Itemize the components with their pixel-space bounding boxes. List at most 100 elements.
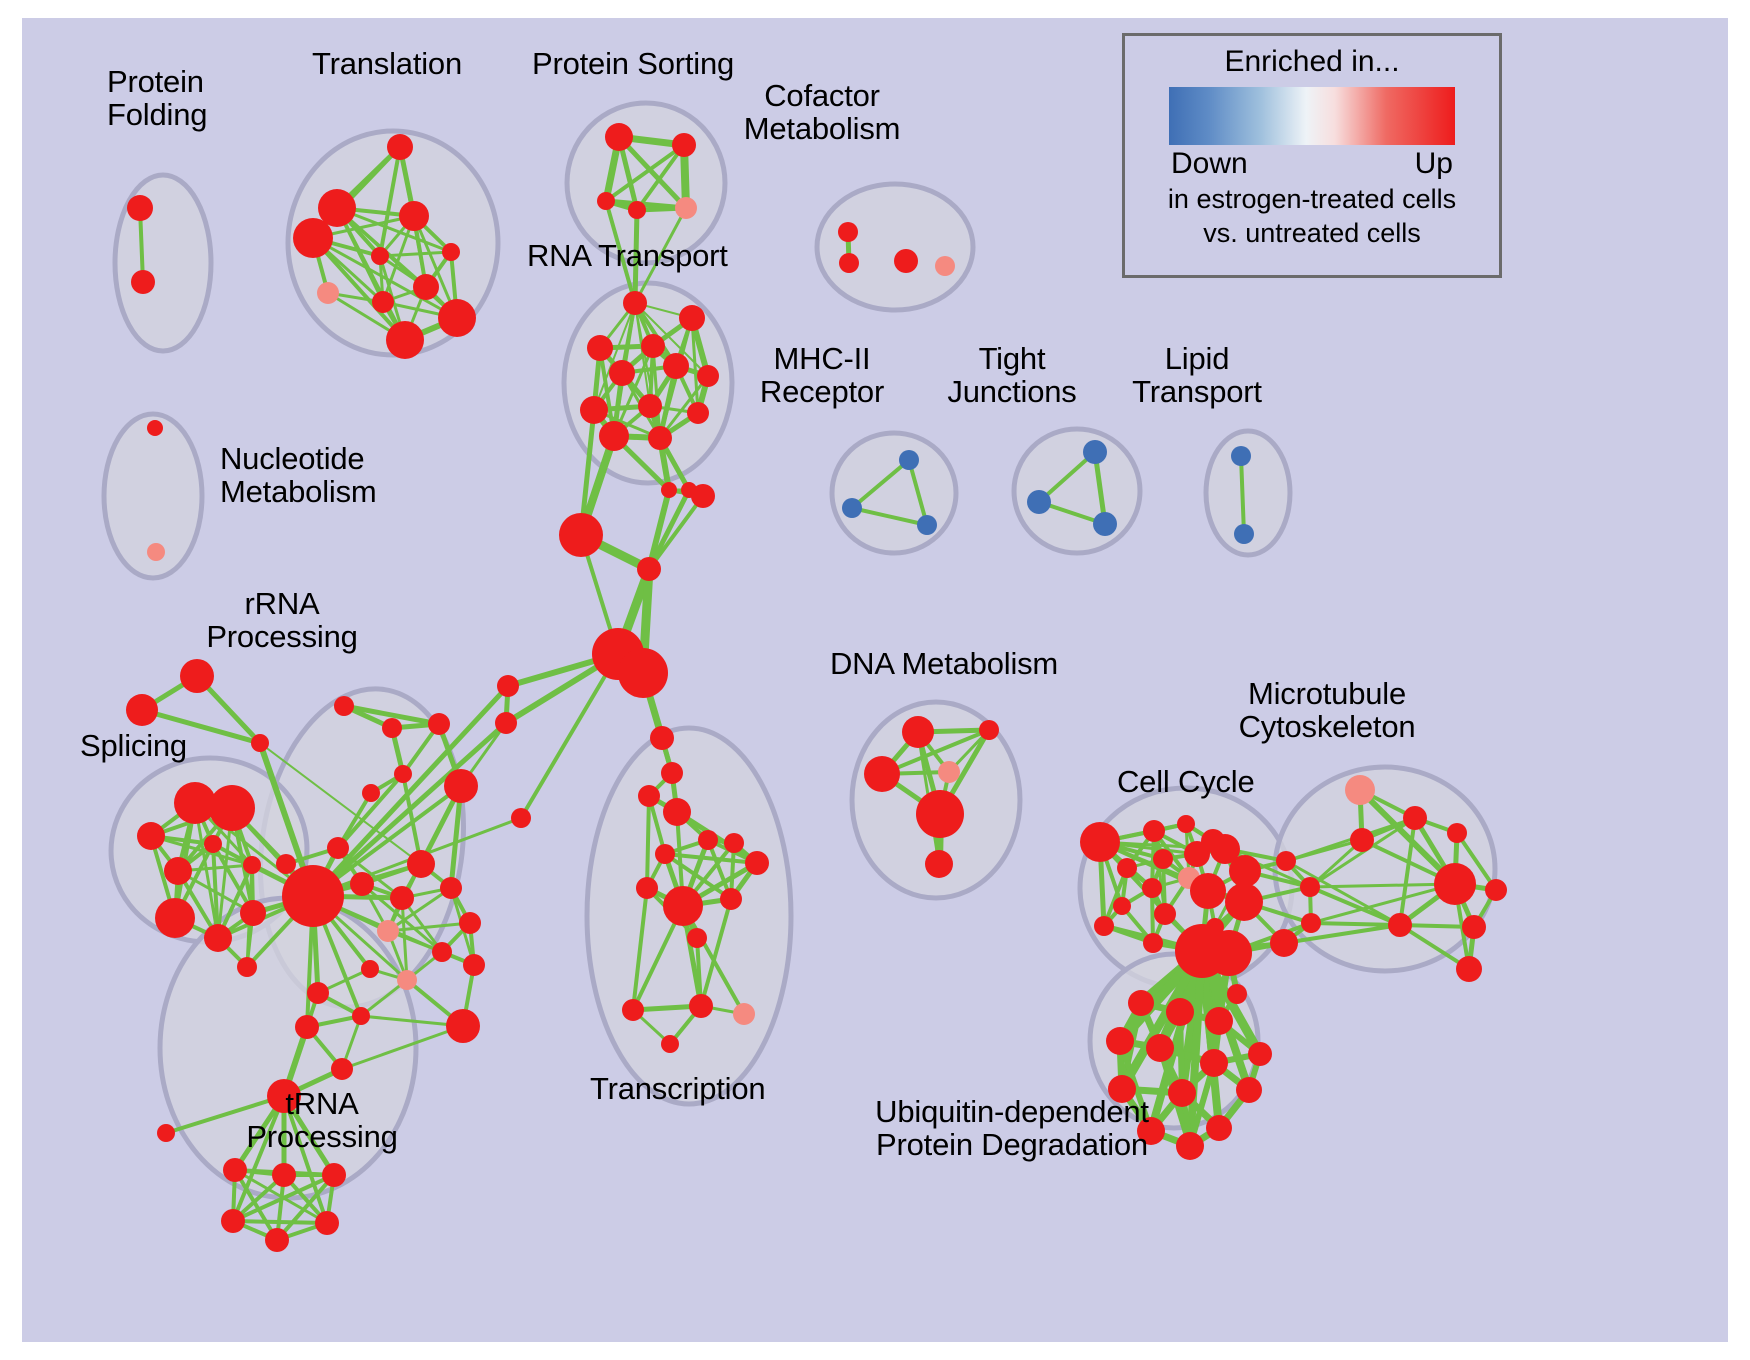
network-node[interactable] <box>697 365 719 387</box>
network-node[interactable] <box>377 920 399 942</box>
network-node[interactable] <box>1093 512 1117 536</box>
network-node[interactable] <box>180 659 214 693</box>
network-node[interactable] <box>293 218 333 258</box>
network-node[interactable] <box>938 761 960 783</box>
network-node[interactable] <box>251 734 269 752</box>
network-node[interactable] <box>209 785 255 831</box>
network-node[interactable] <box>204 835 222 853</box>
network-node[interactable] <box>628 201 646 219</box>
network-node[interactable] <box>1083 440 1107 464</box>
network-node[interactable] <box>446 1009 480 1043</box>
network-node[interactable] <box>223 1158 247 1182</box>
network-node[interactable] <box>276 854 296 874</box>
network-node[interactable] <box>372 291 394 313</box>
network-node[interactable] <box>1276 851 1296 871</box>
network-node[interactable] <box>864 756 900 792</box>
network-node[interactable] <box>438 299 476 337</box>
network-node[interactable] <box>672 133 696 157</box>
network-node[interactable] <box>1206 1115 1232 1141</box>
network-node[interactable] <box>386 321 424 359</box>
network-node[interactable] <box>399 201 429 231</box>
network-node[interactable] <box>638 785 660 807</box>
network-node[interactable] <box>618 648 668 698</box>
network-node[interactable] <box>1190 873 1226 909</box>
network-node[interactable] <box>661 482 677 498</box>
network-node[interactable] <box>663 353 689 379</box>
network-node[interactable] <box>648 426 672 450</box>
network-node[interactable] <box>243 856 261 874</box>
network-node[interactable] <box>1447 823 1467 843</box>
network-node[interactable] <box>1143 933 1163 953</box>
network-node[interactable] <box>675 197 697 219</box>
network-node[interactable] <box>407 850 435 878</box>
network-node[interactable] <box>137 822 165 850</box>
network-node[interactable] <box>265 1228 289 1252</box>
network-node[interactable] <box>641 334 665 358</box>
network-node[interactable] <box>350 872 374 896</box>
network-node[interactable] <box>1434 863 1476 905</box>
network-node[interactable] <box>361 960 379 978</box>
network-node[interactable] <box>440 877 462 899</box>
network-node[interactable] <box>331 1058 353 1080</box>
network-node[interactable] <box>432 942 452 962</box>
network-node[interactable] <box>327 837 349 859</box>
network-node[interactable] <box>428 713 450 735</box>
network-node[interactable] <box>315 1211 339 1235</box>
network-node[interactable] <box>689 994 713 1018</box>
network-node[interactable] <box>1462 915 1486 939</box>
network-node[interactable] <box>157 1124 175 1142</box>
network-node[interactable] <box>444 769 478 803</box>
network-node[interactable] <box>1113 897 1131 915</box>
network-node[interactable] <box>1137 1117 1165 1145</box>
network-node[interactable] <box>661 762 683 784</box>
network-node[interactable] <box>1176 1132 1204 1160</box>
network-node[interactable] <box>935 256 955 276</box>
network-node[interactable] <box>724 833 744 853</box>
network-node[interactable] <box>390 886 414 910</box>
network-node[interactable] <box>650 726 674 750</box>
network-node[interactable] <box>1128 990 1154 1016</box>
network-node[interactable] <box>899 450 919 470</box>
network-node[interactable] <box>322 1163 346 1187</box>
network-node[interactable] <box>597 192 615 210</box>
network-node[interactable] <box>1300 877 1320 897</box>
network-node[interactable] <box>1485 879 1507 901</box>
network-node[interactable] <box>687 402 709 424</box>
network-node[interactable] <box>511 808 531 828</box>
network-node[interactable] <box>394 765 412 783</box>
network-node[interactable] <box>580 396 608 424</box>
network-node[interactable] <box>636 877 658 899</box>
network-node[interactable] <box>147 420 163 436</box>
network-node[interactable] <box>1168 1079 1196 1107</box>
network-node[interactable] <box>663 798 691 826</box>
network-node[interactable] <box>587 335 613 361</box>
network-node[interactable] <box>387 134 413 160</box>
network-node[interactable] <box>1270 929 1298 957</box>
network-node[interactable] <box>1106 1027 1134 1055</box>
network-node[interactable] <box>687 928 707 948</box>
network-node[interactable] <box>1027 490 1051 514</box>
network-node[interactable] <box>204 924 232 952</box>
network-node[interactable] <box>307 982 329 1004</box>
network-node[interactable] <box>599 421 629 451</box>
network-node[interactable] <box>1153 849 1173 869</box>
network-node[interactable] <box>267 1079 301 1113</box>
network-node[interactable] <box>1248 1042 1272 1066</box>
network-node[interactable] <box>295 1015 319 1039</box>
network-node[interactable] <box>691 484 715 508</box>
network-node[interactable] <box>131 270 155 294</box>
network-node[interactable] <box>1229 855 1261 887</box>
network-node[interactable] <box>1142 878 1162 898</box>
network-node[interactable] <box>126 694 158 726</box>
network-node[interactable] <box>127 195 153 221</box>
network-node[interactable] <box>1201 829 1225 853</box>
network-node[interactable] <box>318 189 356 227</box>
network-node[interactable] <box>1231 446 1251 466</box>
network-node[interactable] <box>1301 913 1321 933</box>
network-node[interactable] <box>463 954 485 976</box>
network-node[interactable] <box>609 360 635 386</box>
network-node[interactable] <box>1143 820 1165 842</box>
network-node[interactable] <box>1236 1077 1262 1103</box>
network-node[interactable] <box>679 305 705 331</box>
network-node[interactable] <box>1117 858 1137 878</box>
